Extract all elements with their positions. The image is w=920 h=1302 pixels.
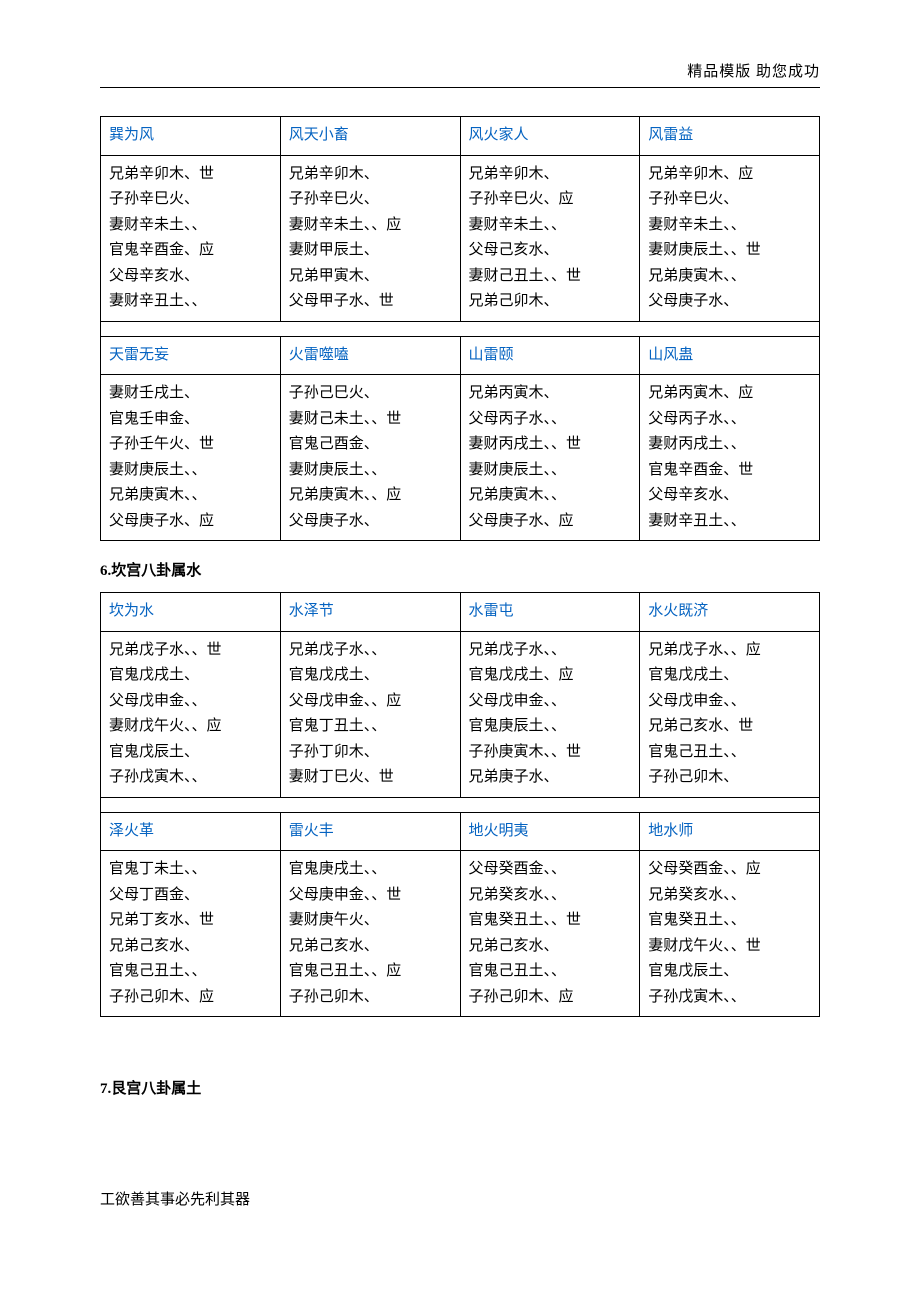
section-heading: 7.艮宫八卦属土 (100, 1077, 820, 1098)
gua-link[interactable]: 风天小畜 (280, 117, 460, 156)
section-heading: 6.坎宫八卦属水 (100, 559, 820, 580)
table-row: 兄弟戊子水、、世官鬼戊戌土、父母戊申金、、妻财戊午火、、应官鬼戊辰土、子孙戊寅木… (101, 631, 820, 797)
table-row: 天雷无妄 火雷噬嗑 山雷颐 山风蛊 (101, 336, 820, 375)
table-row: 坎为水 水泽节 水雷屯 水火既济 (101, 593, 820, 632)
table-row: 官鬼丁未土、、父母丁酉金、兄弟丁亥水、世兄弟己亥水、官鬼己丑土、、子孙己卯木、应… (101, 851, 820, 1017)
gua-link[interactable]: 泽火革 (101, 812, 281, 851)
page-footer: 工欲善其事必先利其器 (100, 1188, 820, 1209)
gua-cell: 兄弟辛卯木、子孙辛巳火、妻财辛未土、、应妻财甲辰土、兄弟甲寅木、父母甲子水、世 (280, 155, 460, 321)
table-row: 泽火革 雷火丰 地火明夷 地水师 (101, 812, 820, 851)
table-xun-palace: 巽为风 风天小畜 风火家人 风雷益 兄弟辛卯木、世子孙辛巳火、妻财辛未土、、官鬼… (100, 116, 820, 541)
gua-cell: 兄弟戊子水、、应官鬼戊戌土、父母戊申金、、兄弟己亥水、世官鬼己丑土、、子孙己卯木… (640, 631, 820, 797)
gua-link[interactable]: 水泽节 (280, 593, 460, 632)
gua-link[interactable]: 天雷无妄 (101, 336, 281, 375)
gua-cell: 父母癸酉金、、兄弟癸亥水、、官鬼癸丑土、、世兄弟己亥水、官鬼己丑土、、子孙己卯木… (460, 851, 640, 1017)
gua-cell: 子孙己巳火、妻财己未土、、世官鬼己酉金、妻财庚辰土、、兄弟庚寅木、、应父母庚子水… (280, 375, 460, 541)
gua-link[interactable]: 火雷噬嗑 (280, 336, 460, 375)
table-row: 兄弟辛卯木、世子孙辛巳火、妻财辛未土、、官鬼辛酉金、应父母辛亥水、妻财辛丑土、、… (101, 155, 820, 321)
spacer-row (101, 321, 820, 336)
gua-link[interactable]: 水雷屯 (460, 593, 640, 632)
gua-link[interactable]: 山风蛊 (640, 336, 820, 375)
gua-cell: 官鬼庚戌土、、父母庚申金、、世妻财庚午火、兄弟己亥水、官鬼己丑土、、应子孙己卯木… (280, 851, 460, 1017)
gua-cell: 妻财壬戌土、官鬼壬申金、子孙壬午火、世妻财庚辰土、、兄弟庚寅木、、父母庚子水、应 (101, 375, 281, 541)
gua-cell: 官鬼丁未土、、父母丁酉金、兄弟丁亥水、世兄弟己亥水、官鬼己丑土、、子孙己卯木、应 (101, 851, 281, 1017)
gua-link[interactable]: 水火既济 (640, 593, 820, 632)
gua-link[interactable]: 坎为水 (101, 593, 281, 632)
gua-cell: 兄弟辛卯木、世子孙辛巳火、妻财辛未土、、官鬼辛酉金、应父母辛亥水、妻财辛丑土、、 (101, 155, 281, 321)
gua-link[interactable]: 风火家人 (460, 117, 640, 156)
table-row: 巽为风 风天小畜 风火家人 风雷益 (101, 117, 820, 156)
gua-cell: 兄弟丙寅木、应父母丙子水、、妻财丙戌土、、官鬼辛酉金、世父母辛亥水、妻财辛丑土、… (640, 375, 820, 541)
gua-link[interactable]: 地水师 (640, 812, 820, 851)
gua-cell: 兄弟辛卯木、应子孙辛巳火、妻财辛未土、、妻财庚辰土、、世兄弟庚寅木、、父母庚子水… (640, 155, 820, 321)
gua-link[interactable]: 雷火丰 (280, 812, 460, 851)
gua-cell: 兄弟戊子水、、世官鬼戊戌土、父母戊申金、、妻财戊午火、、应官鬼戊辰土、子孙戊寅木… (101, 631, 281, 797)
table-kan-palace: 坎为水 水泽节 水雷屯 水火既济 兄弟戊子水、、世官鬼戊戌土、父母戊申金、、妻财… (100, 592, 820, 1017)
gua-cell: 兄弟辛卯木、子孙辛巳火、应妻财辛未土、、父母己亥水、妻财己丑土、、世兄弟己卯木、 (460, 155, 640, 321)
spacer-row (101, 797, 820, 812)
gua-link[interactable]: 风雷益 (640, 117, 820, 156)
gua-link[interactable]: 地火明夷 (460, 812, 640, 851)
gua-cell: 兄弟戊子水、、官鬼戊戌土、应父母戊申金、、官鬼庚辰土、、子孙庚寅木、、世兄弟庚子… (460, 631, 640, 797)
gua-cell: 兄弟丙寅木、父母丙子水、、妻财丙戌土、、世妻财庚辰土、、兄弟庚寅木、、父母庚子水… (460, 375, 640, 541)
gua-link[interactable]: 山雷颐 (460, 336, 640, 375)
page-header: 精品模版 助您成功 (100, 60, 820, 88)
gua-cell: 父母癸酉金、、应兄弟癸亥水、、官鬼癸丑土、、妻财戊午火、、世官鬼戊辰土、子孙戊寅… (640, 851, 820, 1017)
table-row: 妻财壬戌土、官鬼壬申金、子孙壬午火、世妻财庚辰土、、兄弟庚寅木、、父母庚子水、应… (101, 375, 820, 541)
gua-cell: 兄弟戊子水、、官鬼戊戌土、父母戊申金、、应官鬼丁丑土、、子孙丁卯木、妻财丁巳火、… (280, 631, 460, 797)
gua-link[interactable]: 巽为风 (101, 117, 281, 156)
